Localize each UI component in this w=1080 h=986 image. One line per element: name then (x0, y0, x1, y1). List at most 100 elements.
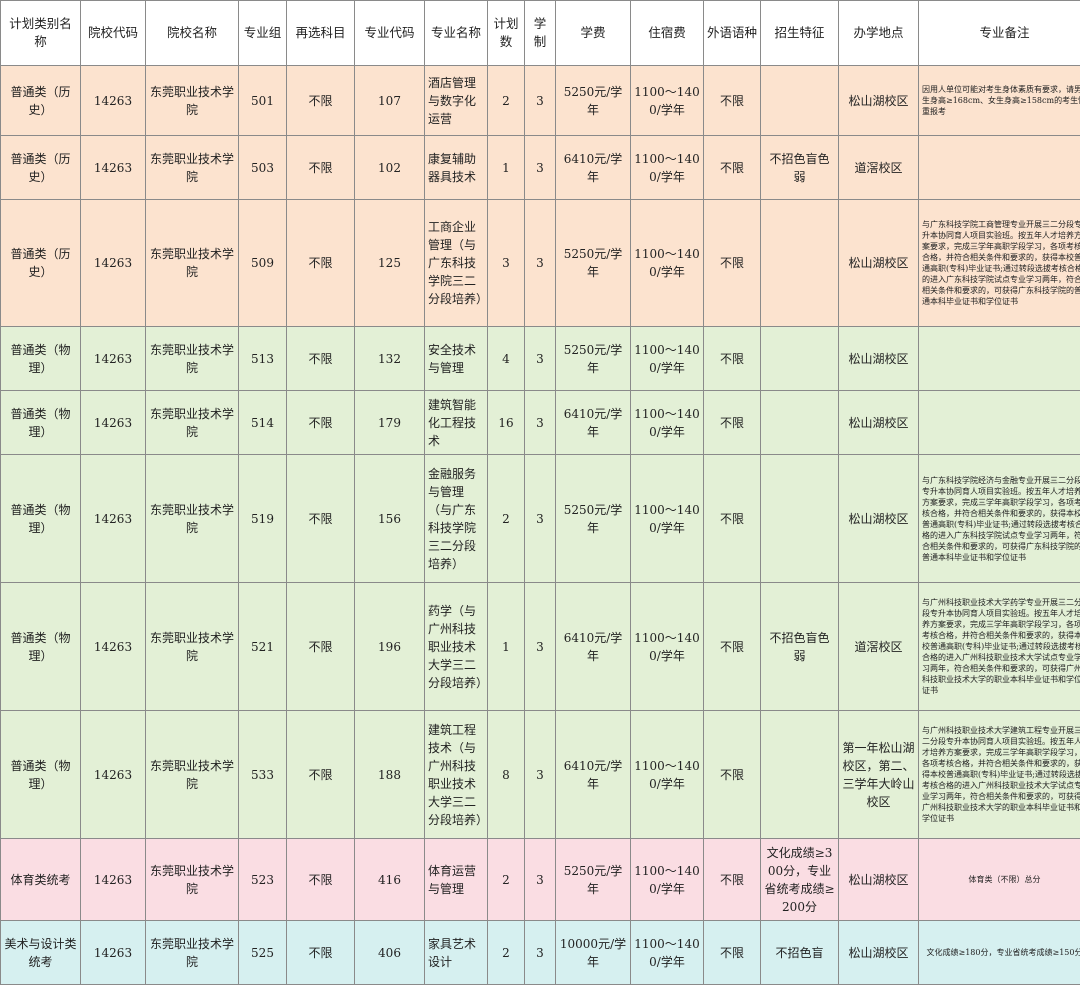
cell-school-name: 东莞职业技术学院 (145, 920, 239, 985)
cell-category: 普通类（历史） (0, 65, 81, 136)
cell-tuition: 5250元/学年 (555, 199, 631, 327)
cell-major-code: 156 (354, 454, 425, 583)
cell-major-code: 102 (354, 135, 425, 200)
cell-group: 503 (238, 135, 287, 200)
header-location: 办学地点 (838, 0, 919, 66)
cell-school-name: 东莞职业技术学院 (145, 710, 239, 839)
cell-language: 不限 (703, 710, 761, 839)
cell-major-name: 建筑智能化工程技术 (424, 390, 488, 455)
cell-group: 514 (238, 390, 287, 455)
cell-feature: 不招色盲 (760, 920, 839, 985)
cell-subject: 不限 (286, 454, 355, 583)
header-major-code: 专业代码 (354, 0, 425, 66)
cell-note (918, 135, 1080, 200)
cell-plan: 1 (487, 135, 525, 200)
cell-plan: 4 (487, 326, 525, 391)
cell-subject: 不限 (286, 582, 355, 711)
cell-major-name: 工商企业管理（与广东科技学院三二分段培养） (424, 199, 488, 327)
cell-plan: 3 (487, 199, 525, 327)
cell-location: 松山湖校区 (838, 838, 919, 921)
cell-plan: 2 (487, 454, 525, 583)
cell-note: 与广州科技职业技术大学药学专业开展三二分段专升本协同育人项目实验班。按五年人才培… (918, 582, 1080, 711)
cell-school-code: 14263 (80, 326, 146, 391)
table-row: 普通类（物理） 14263 东莞职业技术学院 514 不限 179 建筑智能化工… (0, 390, 1080, 455)
cell-location: 松山湖校区 (838, 199, 919, 327)
cell-years: 3 (524, 582, 556, 711)
cell-group: 521 (238, 582, 287, 711)
header-dorm: 住宿费 (630, 0, 704, 66)
cell-major-code: 125 (354, 199, 425, 327)
cell-years: 3 (524, 199, 556, 327)
cell-feature: 不招色盲色弱 (760, 582, 839, 711)
header-row: 计划类别名称 院校代码 院校名称 专业组 再选科目 专业代码 专业名称 计划数 … (0, 0, 1080, 66)
cell-feature (760, 390, 839, 455)
header-school-name: 院校名称 (145, 0, 239, 66)
cell-major-code: 188 (354, 710, 425, 839)
table-row: 美术与设计类统考 14263 东莞职业技术学院 525 不限 406 家具艺术设… (0, 920, 1080, 985)
cell-years: 3 (524, 326, 556, 391)
cell-group: 525 (238, 920, 287, 985)
cell-plan: 8 (487, 710, 525, 839)
cell-tuition: 6410元/学年 (555, 135, 631, 200)
cell-group: 513 (238, 326, 287, 391)
cell-years: 3 (524, 838, 556, 921)
header-major-name: 专业名称 (424, 0, 488, 66)
cell-language: 不限 (703, 454, 761, 583)
cell-dorm: 1100～1400/学年 (630, 390, 704, 455)
cell-language: 不限 (703, 838, 761, 921)
table-row: 普通类（历史） 14263 东莞职业技术学院 501 不限 107 酒店管理与数… (0, 65, 1080, 136)
header-feature: 招生特征 (760, 0, 839, 66)
header-note: 专业备注 (918, 0, 1080, 66)
cell-feature (760, 454, 839, 583)
cell-language: 不限 (703, 135, 761, 200)
cell-subject: 不限 (286, 65, 355, 136)
cell-location: 松山湖校区 (838, 326, 919, 391)
cell-category: 普通类（物理） (0, 710, 81, 839)
cell-school-name: 东莞职业技术学院 (145, 65, 239, 136)
cell-category: 普通类（物理） (0, 454, 81, 583)
cell-school-code: 14263 (80, 65, 146, 136)
cell-category: 体育类统考 (0, 838, 81, 921)
cell-note (918, 326, 1080, 391)
cell-category: 普通类（物理） (0, 582, 81, 711)
table-row: 普通类（历史） 14263 东莞职业技术学院 503 不限 102 康复辅助器具… (0, 135, 1080, 200)
cell-school-name: 东莞职业技术学院 (145, 390, 239, 455)
cell-plan: 2 (487, 838, 525, 921)
cell-major-name: 家具艺术设计 (424, 920, 488, 985)
cell-note: 文化成绩≥180分，专业省统考成绩≥150分 (918, 920, 1080, 985)
cell-major-name: 药学（与广州科技职业技术大学三二分段培养） (424, 582, 488, 711)
cell-feature (760, 710, 839, 839)
cell-category: 美术与设计类统考 (0, 920, 81, 985)
header-category: 计划类别名称 (0, 0, 81, 66)
cell-feature (760, 326, 839, 391)
cell-language: 不限 (703, 920, 761, 985)
header-subject: 再选科目 (286, 0, 355, 66)
cell-school-code: 14263 (80, 920, 146, 985)
cell-plan: 2 (487, 65, 525, 136)
cell-major-name: 体育运营与管理 (424, 838, 488, 921)
cell-tuition: 6410元/学年 (555, 710, 631, 839)
cell-feature (760, 199, 839, 327)
cell-language: 不限 (703, 199, 761, 327)
header-language: 外语语种 (703, 0, 761, 66)
cell-dorm: 1100～1400/学年 (630, 326, 704, 391)
cell-subject: 不限 (286, 135, 355, 200)
cell-school-code: 14263 (80, 582, 146, 711)
cell-note (918, 390, 1080, 455)
cell-feature (760, 65, 839, 136)
header-tuition: 学费 (555, 0, 631, 66)
cell-language: 不限 (703, 65, 761, 136)
cell-tuition: 6410元/学年 (555, 390, 631, 455)
cell-major-code: 179 (354, 390, 425, 455)
cell-major-code: 196 (354, 582, 425, 711)
cell-school-name: 东莞职业技术学院 (145, 838, 239, 921)
cell-dorm: 1100～1400/学年 (630, 135, 704, 200)
cell-years: 3 (524, 710, 556, 839)
table-row: 普通类（物理） 14263 东莞职业技术学院 521 不限 196 药学（与广州… (0, 582, 1080, 711)
cell-location: 道滘校区 (838, 582, 919, 711)
cell-school-code: 14263 (80, 838, 146, 921)
cell-major-code: 132 (354, 326, 425, 391)
cell-group: 519 (238, 454, 287, 583)
table-row: 普通类（物理） 14263 东莞职业技术学院 533 不限 188 建筑工程技术… (0, 710, 1080, 839)
